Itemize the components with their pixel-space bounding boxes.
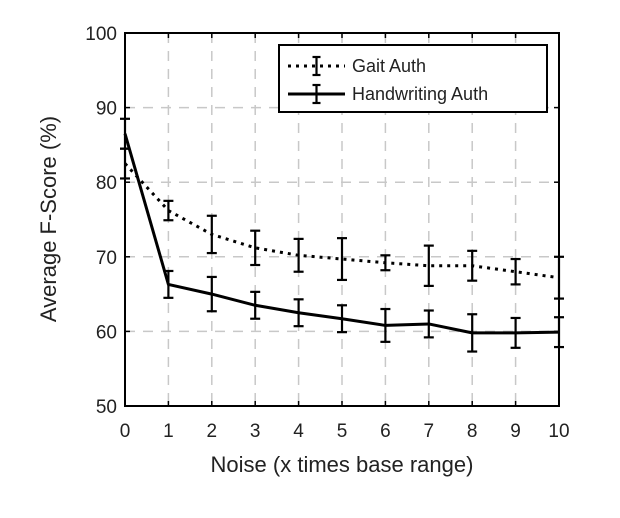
x-tick-label: 8 (467, 421, 478, 442)
y-tick-label: 90 (96, 99, 117, 120)
x-tick-label: 6 (380, 421, 391, 442)
x-tick-label: 5 (337, 421, 348, 442)
legend-label: Gait Auth (352, 56, 426, 76)
y-tick-label: 80 (96, 173, 117, 194)
series-0 (120, 147, 564, 300)
series-line (123, 162, 560, 280)
x-tick-label: 9 (510, 421, 521, 442)
x-tick-label: 0 (120, 421, 131, 442)
x-tick-label: 3 (250, 421, 261, 442)
series-1 (120, 117, 564, 353)
y-tick-label: 100 (85, 24, 117, 45)
x-tick-label: 10 (548, 421, 569, 442)
legend-box (278, 44, 548, 113)
y-tick-label: 60 (96, 322, 117, 343)
x-tick-label: 7 (424, 421, 435, 442)
y-tick-label: 50 (96, 397, 117, 418)
x-tick-label: 1 (163, 421, 174, 442)
x-tick-label: 2 (207, 421, 218, 442)
legend-label: Handwriting Auth (352, 84, 488, 104)
legend: Gait Auth Handwriting Auth (278, 44, 548, 113)
y-axis-label: Average F-Score (%) (36, 116, 61, 322)
series-group (120, 117, 564, 353)
y-tick-label: 70 (96, 248, 117, 269)
axis-ticks: 0 1 2 3 4 5 6 7 8 9 10 50 60 70 80 90 100 (85, 24, 569, 442)
x-axis-label: Noise (x times base range) (211, 452, 474, 477)
x-tick-label: 4 (293, 421, 304, 442)
